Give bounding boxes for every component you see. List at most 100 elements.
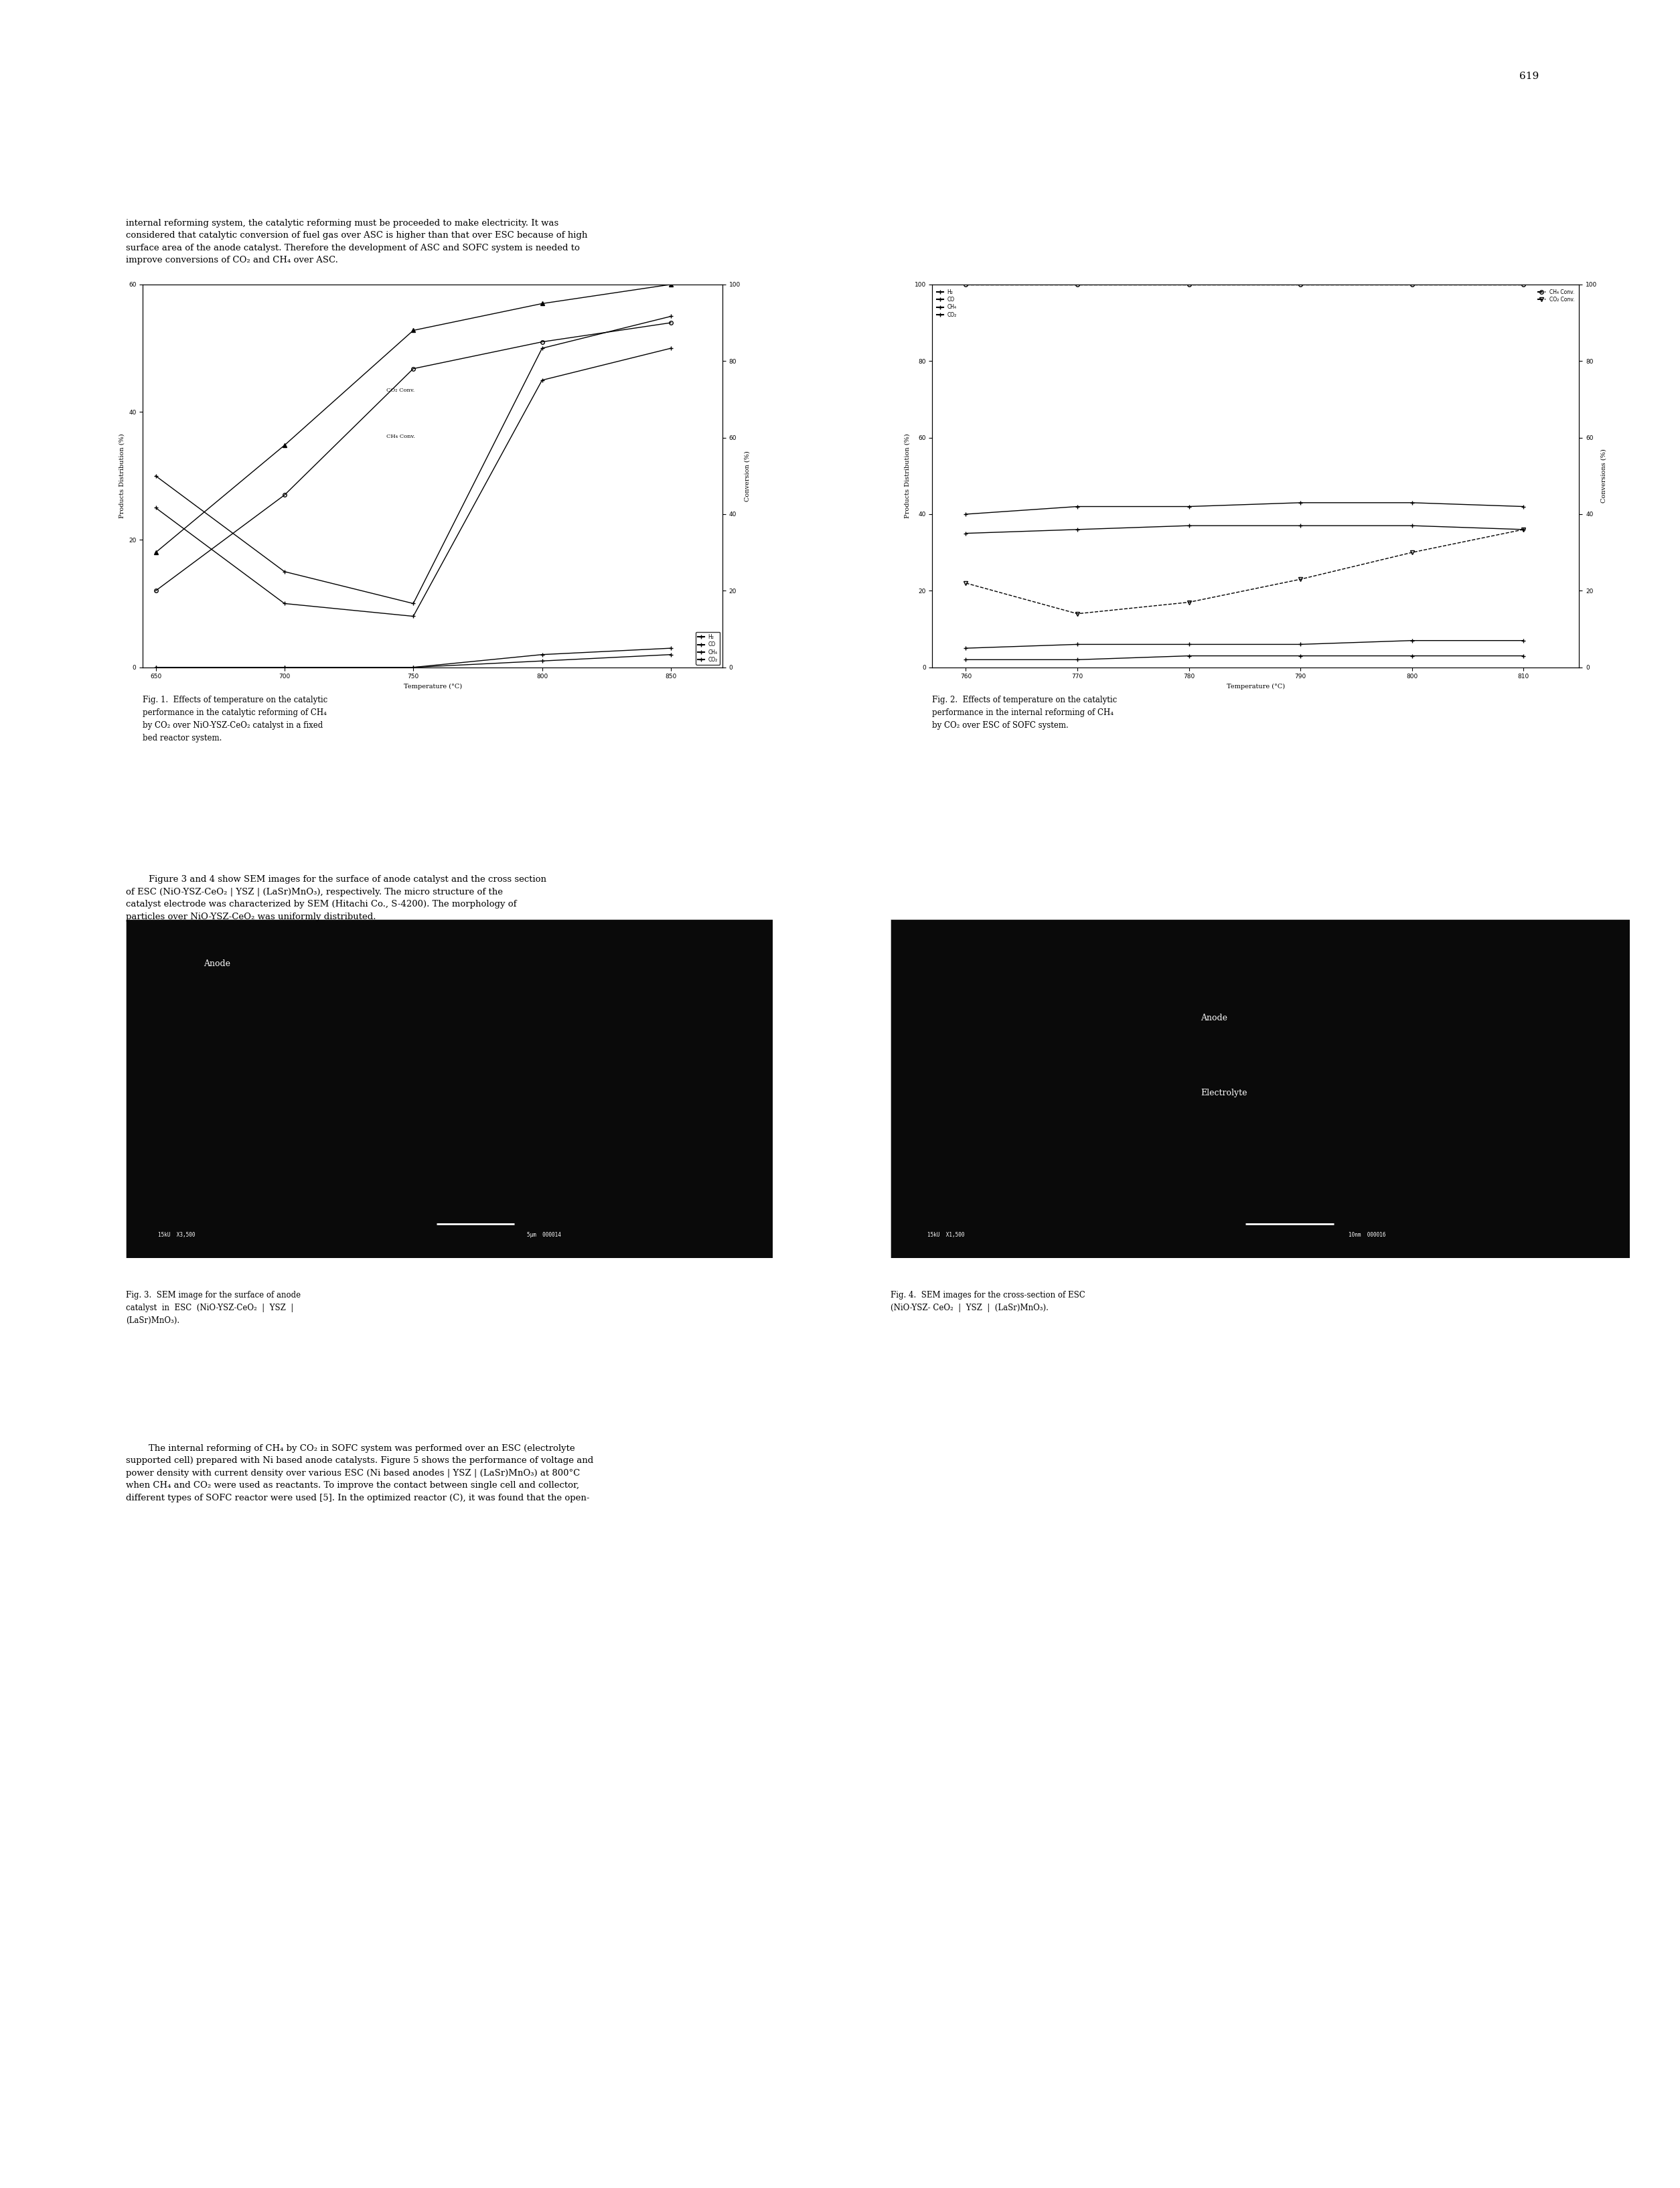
H₂	[403, 591, 423, 617]
Line: CO₂: CO₂	[964, 654, 1525, 663]
CH₄	[1179, 632, 1200, 659]
CO₂	[1514, 643, 1534, 670]
Y-axis label: Conversion (%): Conversion (%)	[744, 451, 751, 501]
H₂	[1514, 494, 1534, 521]
CO₂ Conv.	[146, 540, 166, 567]
H₂	[533, 335, 553, 361]
CH₄	[1401, 628, 1421, 654]
Text: Anode: Anode	[203, 961, 230, 969]
CH₄ Conv.	[1401, 271, 1421, 298]
CO	[1179, 512, 1200, 538]
Text: Figure 3 and 4 show SEM images for the surface of anode catalyst and the cross s: Figure 3 and 4 show SEM images for the s…	[126, 875, 546, 921]
CO₂	[1067, 648, 1087, 674]
Line: CH₄: CH₄	[153, 645, 674, 670]
CO₂	[403, 654, 423, 680]
H₂	[1290, 490, 1310, 516]
CO₂	[274, 654, 294, 680]
Text: CH₄ Conv.: CH₄ Conv.	[386, 433, 415, 440]
CH₄	[146, 654, 166, 680]
CH₄	[956, 635, 976, 661]
CH₄ Conv.	[956, 271, 976, 298]
CO₂ Conv.	[1290, 567, 1310, 593]
CO	[956, 521, 976, 547]
Line: CO₂ Conv.: CO₂ Conv.	[155, 282, 672, 554]
CO	[274, 591, 294, 617]
Text: 5μm  000014: 5μm 000014	[528, 1232, 561, 1238]
Line: CH₄ Conv.: CH₄ Conv.	[964, 282, 1525, 287]
CH₄ Conv.	[403, 357, 423, 383]
CH₄ Conv.	[533, 328, 553, 354]
CO₂	[956, 648, 976, 674]
X-axis label: Temperature (°C): Temperature (°C)	[403, 683, 462, 689]
Y-axis label: Conversions (%): Conversions (%)	[1601, 449, 1608, 503]
CH₄	[403, 654, 423, 680]
Text: CO₂ Conv.: CO₂ Conv.	[386, 387, 415, 394]
CO	[1290, 512, 1310, 538]
Line: H₂: H₂	[964, 501, 1525, 516]
CO₂ Conv.	[1514, 516, 1534, 543]
Text: Fig. 1.  Effects of temperature on the catalytic
performance in the catalytic re: Fig. 1. Effects of temperature on the ca…	[143, 696, 328, 742]
H₂	[1179, 494, 1200, 521]
Text: 15kU  X1,500: 15kU X1,500	[927, 1232, 964, 1238]
CH₄	[1290, 632, 1310, 659]
CO₂	[1401, 643, 1421, 670]
Text: Fig. 3.  SEM image for the surface of anode
catalyst  in  ESC  (NiO-YSZ-CeO₂  | : Fig. 3. SEM image for the surface of ano…	[126, 1291, 301, 1326]
CH₄ Conv.	[1179, 271, 1200, 298]
CO₂ Conv.	[1179, 589, 1200, 615]
Text: The internal reforming of CH₄ by CO₂ in SOFC system was performed over an ESC (e: The internal reforming of CH₄ by CO₂ in …	[126, 1444, 593, 1503]
CH₄	[533, 641, 553, 667]
Y-axis label: Products Distribution (%): Products Distribution (%)	[119, 433, 124, 519]
CO₂	[1179, 643, 1200, 670]
Line: CH₄: CH₄	[964, 639, 1525, 650]
H₂	[146, 464, 166, 490]
CH₄ Conv.	[1067, 271, 1087, 298]
Line: CO₂ Conv.: CO₂ Conv.	[964, 527, 1525, 615]
CH₄	[274, 654, 294, 680]
Text: internal reforming system, the catalytic reforming must be proceeded to make ele: internal reforming system, the catalytic…	[126, 219, 588, 265]
H₂	[274, 558, 294, 584]
CO	[1514, 516, 1534, 543]
CO₂ Conv.	[274, 433, 294, 459]
CO₂	[1290, 643, 1310, 670]
CO	[660, 335, 680, 361]
Legend: CH₄ Conv., CO₂ Conv.: CH₄ Conv., CO₂ Conv.	[1536, 287, 1576, 304]
CO₂ Conv.	[660, 271, 680, 298]
CO	[1401, 512, 1421, 538]
CO₂	[146, 654, 166, 680]
H₂	[1401, 490, 1421, 516]
CH₄ Conv.	[660, 311, 680, 337]
CH₄ Conv.	[146, 578, 166, 604]
Line: H₂: H₂	[153, 315, 674, 606]
Line: CH₄ Conv.: CH₄ Conv.	[155, 322, 672, 593]
Text: Fig. 4.  SEM images for the cross-section of ESC
(NiO-YSZ- CeO₂  |  YSZ  |  (LaS: Fig. 4. SEM images for the cross-section…	[890, 1291, 1085, 1313]
CO₂ Conv.	[1401, 540, 1421, 567]
CH₄ Conv.	[1514, 271, 1534, 298]
H₂	[956, 501, 976, 527]
Legend: H₂, CO, CH₄, CO₂: H₂, CO, CH₄, CO₂	[936, 287, 959, 319]
CH₄	[1514, 628, 1534, 654]
Line: CO: CO	[153, 346, 674, 619]
CO₂ Conv.	[533, 291, 553, 317]
CO₂	[533, 648, 553, 674]
CO₂ Conv.	[403, 317, 423, 344]
CO	[146, 494, 166, 521]
CO	[1067, 516, 1087, 543]
Text: Fig. 2.  Effects of temperature on the catalytic
performance in the internal ref: Fig. 2. Effects of temperature on the ca…	[932, 696, 1117, 731]
CO₂ Conv.	[956, 571, 976, 597]
CH₄ Conv.	[274, 481, 294, 508]
CO	[403, 604, 423, 630]
Y-axis label: Products Distribution (%): Products Distribution (%)	[904, 433, 911, 519]
Line: CO₂: CO₂	[153, 652, 674, 670]
Legend: H₂, CO, CH₄, CO₂: H₂, CO, CH₄, CO₂	[696, 632, 719, 665]
Text: 619: 619	[1519, 72, 1539, 81]
Text: 15kU  X3,500: 15kU X3,500	[158, 1232, 195, 1238]
X-axis label: Temperature (°C): Temperature (°C)	[1226, 683, 1285, 689]
CO	[533, 368, 553, 394]
Text: Electrolyte: Electrolyte	[1201, 1090, 1248, 1096]
H₂	[660, 304, 680, 330]
CH₄	[1067, 632, 1087, 659]
CO₂	[660, 641, 680, 667]
CH₄	[660, 635, 680, 661]
CO₂ Conv.	[1067, 602, 1087, 628]
H₂	[1067, 494, 1087, 521]
